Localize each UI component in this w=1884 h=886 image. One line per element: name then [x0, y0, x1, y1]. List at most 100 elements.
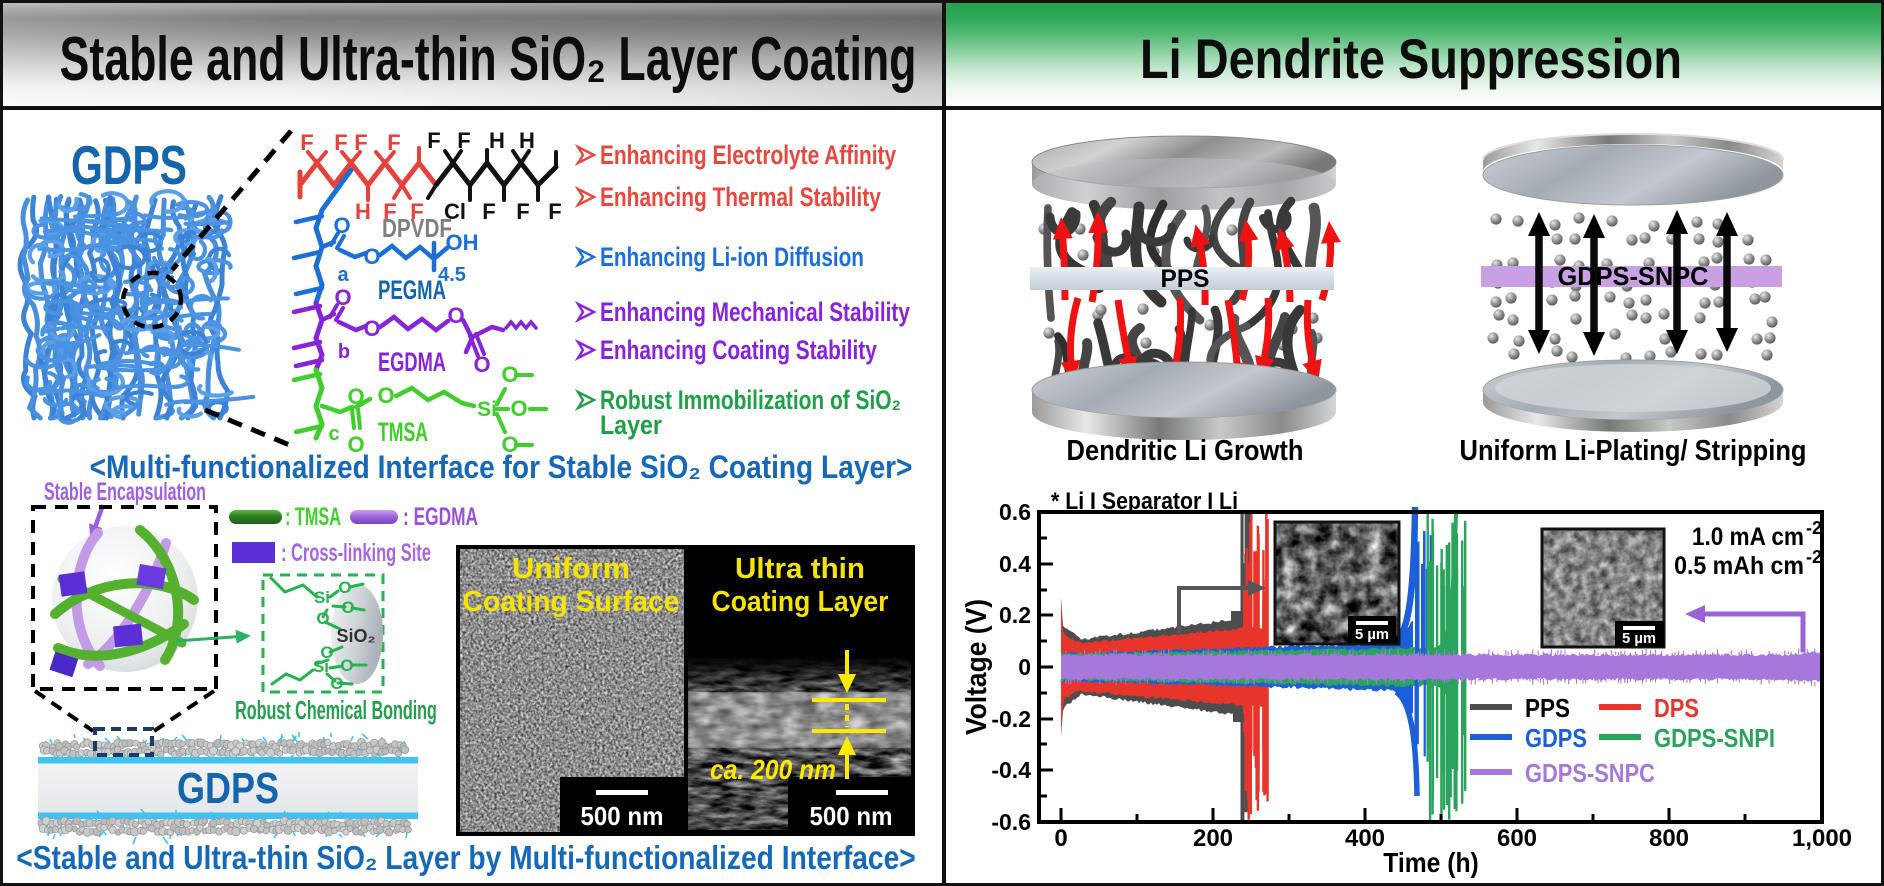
svg-text:Enhancing Coating Stability: Enhancing Coating Stability	[600, 335, 877, 365]
svg-text:b: b	[338, 341, 350, 363]
svg-text:a: a	[337, 264, 349, 286]
svg-text:Cl: Cl	[444, 199, 466, 224]
svg-text:500 nm: 500 nm	[581, 802, 664, 831]
svg-text:Ultra thin: Ultra thin	[735, 552, 865, 585]
svg-text:Li Dendrite Suppression: Li Dendrite Suppression	[1140, 27, 1682, 90]
svg-text:O: O	[363, 244, 380, 269]
svg-text:400: 400	[1345, 825, 1385, 852]
svg-text:Si: Si	[477, 398, 497, 421]
svg-text:PPS: PPS	[1525, 695, 1570, 724]
svg-text:-2: -2	[1806, 547, 1822, 567]
svg-text:: TMSA: : TMSA	[285, 504, 341, 531]
svg-text:O: O	[473, 352, 490, 377]
svg-text:O: O	[338, 578, 351, 597]
svg-text:<Multi-functionalized Interfac: <Multi-functionalized Interface for Stab…	[90, 450, 913, 485]
svg-text:0: 0	[1054, 825, 1067, 852]
svg-text:4.5: 4.5	[438, 264, 466, 286]
svg-text:F: F	[410, 199, 423, 224]
svg-text:* Li I Separator I Li: * Li I Separator I Li	[1051, 487, 1238, 515]
svg-text:Layer: Layer	[600, 410, 662, 440]
svg-text:: EGDMA: : EGDMA	[403, 503, 478, 531]
svg-text:5 µm: 5 µm	[1355, 627, 1389, 643]
svg-text:: Cross-linking Site: : Cross-linking Site	[281, 540, 431, 567]
svg-text:GDPS-SNPI: GDPS-SNPI	[1654, 724, 1775, 753]
svg-text:-2: -2	[1806, 518, 1822, 538]
svg-text:O: O	[333, 213, 350, 238]
svg-text:F: F	[482, 199, 495, 224]
svg-text:F: F	[354, 130, 367, 155]
svg-text:Enhancing Electrolyte Affinity: Enhancing Electrolyte Affinity	[600, 141, 897, 171]
svg-text:EGDMA: EGDMA	[378, 346, 446, 376]
svg-text:Stable and Ultra-thin SiO₂ Lay: Stable and Ultra-thin SiO₂ Layer Coating	[60, 25, 917, 94]
svg-text:H: H	[519, 128, 535, 153]
svg-text:Robust Chemical Bonding: Robust Chemical Bonding	[235, 695, 437, 725]
svg-text:O: O	[340, 656, 353, 675]
svg-text:DPVDF: DPVDF	[382, 214, 452, 243]
svg-text:5 µm: 5 µm	[1622, 631, 1656, 647]
svg-text:Coating Surface: Coating Surface	[463, 586, 680, 618]
svg-text:Enhancing Li-ion Diffusion: Enhancing Li-ion Diffusion	[600, 242, 864, 272]
svg-text:GDPS-SNPC: GDPS-SNPC	[1558, 263, 1709, 291]
svg-text:-0.2: -0.2	[991, 706, 1031, 732]
svg-text:Enhancing Mechanical Stability: Enhancing Mechanical Stability	[600, 297, 910, 327]
svg-text:GDPS: GDPS	[177, 764, 279, 813]
svg-text:0.4: 0.4	[999, 551, 1031, 577]
svg-text:H: H	[489, 128, 505, 153]
svg-text:O: O	[377, 383, 394, 408]
svg-text:-0.6: -0.6	[991, 809, 1031, 835]
svg-text:Voltage (V): Voltage (V)	[960, 599, 992, 735]
svg-text:Stable Encapsulation: Stable Encapsulation	[44, 479, 206, 506]
svg-text:F: F	[300, 130, 313, 155]
svg-text:1.0 mA cm: 1.0 mA cm	[1692, 523, 1804, 551]
svg-text:Robust Immobilization of SiO₂: Robust Immobilization of SiO₂	[600, 386, 901, 416]
svg-text:Si: Si	[314, 588, 330, 607]
svg-text:PEGMA: PEGMA	[378, 275, 446, 305]
svg-text:1,000: 1,000	[1792, 825, 1852, 852]
svg-text:0: 0	[1018, 654, 1031, 680]
svg-text:-0.4: -0.4	[991, 757, 1031, 783]
svg-text:Dendritic Li Growth: Dendritic Li Growth	[1067, 433, 1304, 466]
svg-text:c: c	[328, 423, 339, 445]
svg-text:O: O	[510, 396, 527, 421]
svg-text:F: F	[548, 199, 561, 224]
svg-text:OH: OH	[446, 230, 479, 255]
svg-text:O: O	[330, 674, 343, 693]
svg-text:0.2: 0.2	[999, 602, 1031, 628]
svg-text:O: O	[334, 285, 351, 310]
svg-text:Enhancing Thermal Stability: Enhancing Thermal Stability	[600, 183, 881, 213]
svg-text:F: F	[383, 199, 396, 224]
svg-text:O: O	[320, 643, 333, 662]
svg-text:O: O	[347, 432, 364, 457]
svg-text:O: O	[447, 303, 464, 328]
svg-text:GDPS: GDPS	[1525, 724, 1587, 753]
svg-text:F: F	[387, 130, 400, 155]
svg-text:200: 200	[1193, 825, 1233, 852]
svg-text:O: O	[347, 384, 364, 409]
svg-text:F: F	[427, 128, 440, 153]
svg-text:500 nm: 500 nm	[810, 802, 893, 831]
svg-text:600: 600	[1497, 825, 1537, 852]
svg-text:O: O	[316, 609, 329, 628]
svg-text:DPS: DPS	[1654, 694, 1699, 723]
svg-text:0.6: 0.6	[999, 499, 1031, 525]
svg-text:Coating Layer: Coating Layer	[712, 585, 889, 617]
svg-text:Uniform: Uniform	[512, 553, 630, 585]
svg-text:TMSA: TMSA	[378, 416, 428, 447]
svg-text:PPS: PPS	[1161, 266, 1210, 293]
svg-text:F: F	[334, 130, 347, 155]
svg-text:Time (h): Time (h)	[1383, 847, 1478, 879]
svg-text:H: H	[355, 199, 371, 224]
svg-text:GDPS-SNPC: GDPS-SNPC	[1525, 759, 1655, 788]
svg-text:800: 800	[1649, 825, 1689, 852]
svg-text:Uniform Li-Plating/ Stripping: Uniform Li-Plating/ Stripping	[1460, 433, 1807, 466]
svg-text:ca. 200 nm: ca. 200 nm	[710, 754, 836, 786]
svg-text:0.5 mAh cm: 0.5 mAh cm	[1674, 552, 1804, 580]
svg-text:GDPS: GDPS	[71, 135, 187, 196]
svg-text:O: O	[501, 362, 518, 387]
svg-text:<Stable and Ultra-thin SiO₂ La: <Stable and Ultra-thin SiO₂ Layer by Mul…	[16, 839, 916, 877]
svg-text:F: F	[457, 128, 470, 153]
svg-text:Si: Si	[313, 657, 329, 676]
svg-text:F: F	[516, 199, 529, 224]
svg-text:O: O	[341, 598, 354, 617]
svg-text:SiO₂: SiO₂	[336, 626, 375, 646]
